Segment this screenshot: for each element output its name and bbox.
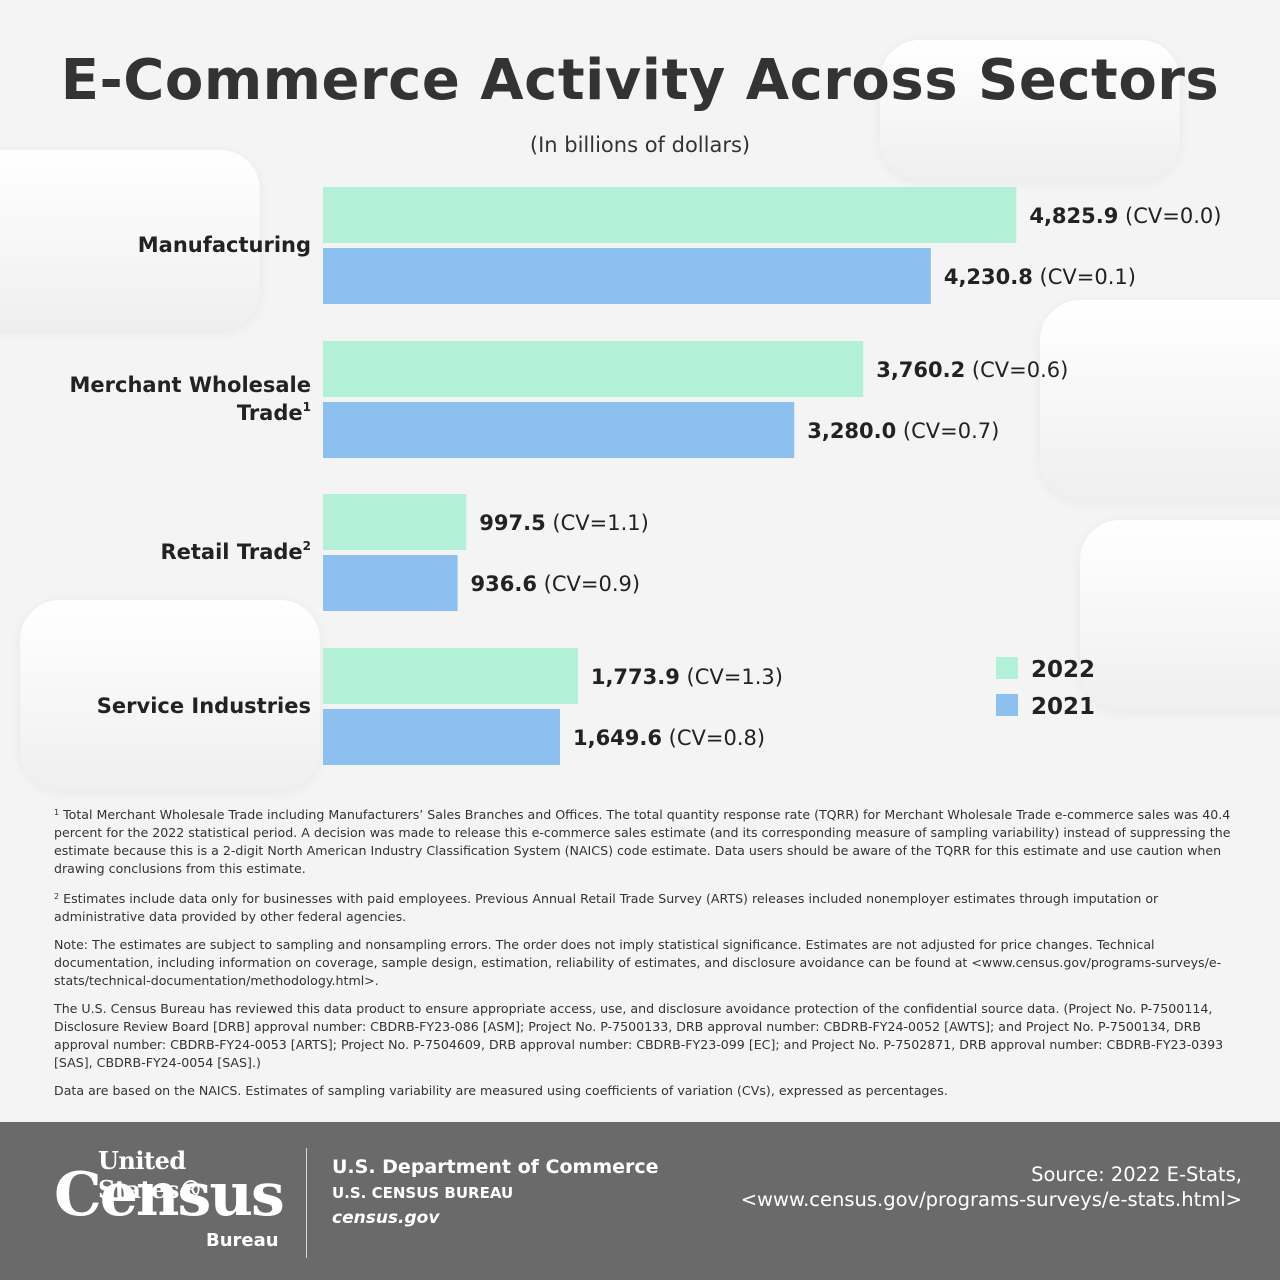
bar-2021 <box>323 555 458 611</box>
category-label: Retail Trade2 <box>160 539 311 564</box>
background-key <box>1080 520 1280 710</box>
bureau-name: U.S. CENSUS BUREAU <box>332 1184 514 1202</box>
value-label-2021: 3,280.0 (CV=0.7) <box>807 419 999 443</box>
footnote-1-text: Total Merchant Wholesale Trade including… <box>54 807 1231 876</box>
bar-2022 <box>323 187 1017 243</box>
value-label-2022: 1,773.9 (CV=1.3) <box>591 665 783 689</box>
background-key <box>880 40 1180 180</box>
note-text: Note: The estimates are subject to sampl… <box>54 937 1222 988</box>
legend-label-2021: 2021 <box>1031 694 1095 720</box>
bar-2021 <box>323 248 931 304</box>
legend-swatch-2022 <box>996 657 1018 679</box>
legend-swatch-2021 <box>996 694 1018 716</box>
disclosure-text: The U.S. Census Bureau has reviewed this… <box>54 1001 1224 1070</box>
bar-2022 <box>323 341 864 397</box>
value-label-2021: 936.6 (CV=0.9) <box>471 572 641 596</box>
footnote-2-text: Estimates include data only for business… <box>54 891 1159 924</box>
bar-chart: Manufacturing 4,825.9 (CV=0.0) 4,230.8 (CV… <box>70 187 1221 765</box>
value-label-2021: 1,649.6 (CV=0.8) <box>573 726 765 750</box>
bar-2022 <box>323 648 578 704</box>
footer-divider <box>306 1148 307 1258</box>
logo-united-states: United States® <box>98 1146 203 1204</box>
value-label-2021: 4,230.8 (CV=0.1) <box>944 265 1136 289</box>
source-line-1: Source: 2022 E-Stats, <box>1031 1163 1242 1186</box>
website-link[interactable]: census.gov <box>332 1208 440 1228</box>
category-label: Manufacturing <box>138 233 311 257</box>
value-label-2022: 997.5 (CV=1.1) <box>479 511 649 535</box>
background-key <box>0 150 260 330</box>
background-key <box>20 600 320 790</box>
value-label-2022: 4,825.9 (CV=0.0) <box>1029 204 1221 228</box>
bar-2022 <box>323 494 467 550</box>
naics-note: Data are based on the NAICS. Estimates o… <box>54 1083 948 1098</box>
chart-title: E-Commerce Activity Across Sectors <box>60 48 1220 113</box>
footnote-2: 2 Estimates include data only for busine… <box>54 888 1234 926</box>
department-name: U.S. Department of Commerce <box>332 1156 659 1178</box>
footnote-2-mark: 2 <box>54 892 60 901</box>
agency-block: U.S. Department of Commerce U.S. CENSUS … <box>332 1156 659 1228</box>
chart-subtitle: (In billions of dollars) <box>529 133 751 157</box>
bar-2021 <box>323 709 560 765</box>
source-block: Source: 2022 E-Stats, <www.census.gov/pr… <box>741 1162 1242 1212</box>
category-label: Service Industries <box>97 694 311 718</box>
census-logo: United States® Census Bureau <box>54 1144 294 1264</box>
legend-label-2022: 2022 <box>1031 657 1095 683</box>
footnotes: 1 Total Merchant Wholesale Trade includi… <box>54 804 1234 1110</box>
footer: United States® Census Bureau U.S. Depart… <box>0 1122 1280 1280</box>
logo-census: Census <box>54 1160 285 1230</box>
value-label-2022: 3,760.2 (CV=0.6) <box>876 358 1068 382</box>
source-line-2[interactable]: <www.census.gov/programs-surveys/e-stats… <box>740 1188 1242 1211</box>
bar-2021 <box>323 402 795 458</box>
footnote-1-mark: 1 <box>54 808 60 817</box>
footnote-1: 1 Total Merchant Wholesale Trade includi… <box>54 804 1234 878</box>
logo-bureau: Bureau <box>206 1230 279 1251</box>
category-label: Merchant Wholesale Trade1 <box>70 373 311 425</box>
background-key <box>1040 300 1280 500</box>
